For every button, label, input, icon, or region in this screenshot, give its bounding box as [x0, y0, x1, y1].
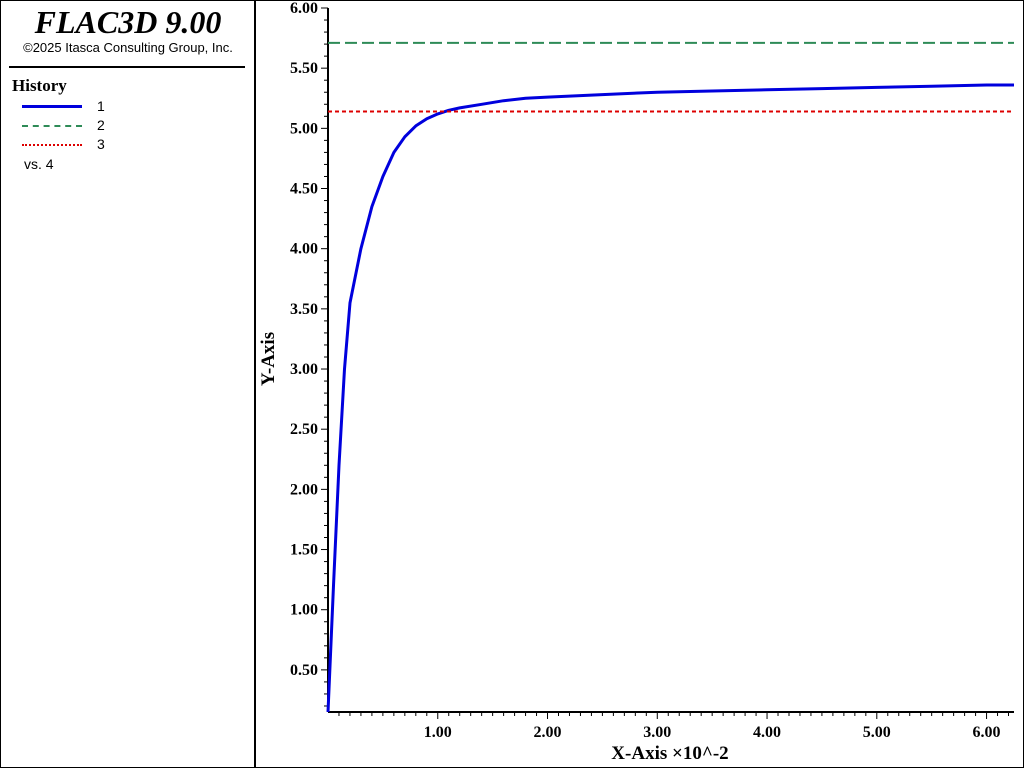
y-tick-label: 3.00 — [290, 361, 318, 378]
x-tick-label: 6.00 — [973, 724, 1001, 741]
series-group — [326, 41, 1014, 713]
legend-label-1: 1 — [97, 98, 105, 114]
y-tick-label: 4.00 — [290, 241, 318, 258]
y-tick-label: 1.50 — [290, 542, 318, 559]
y-tick-label: 5.50 — [290, 60, 318, 77]
x-tick-label: 1.00 — [424, 724, 452, 741]
y-axis-title: Y-Axis — [258, 332, 279, 386]
y-tick-label: 3.50 — [290, 301, 318, 318]
x-tick-label: 3.00 — [643, 724, 671, 741]
y-tick-label: 1.00 — [290, 602, 318, 619]
legend-swatch-3 — [22, 144, 82, 146]
x-tick-label: 5.00 — [863, 724, 891, 741]
y-tick-label: 5.00 — [290, 120, 318, 137]
y-tick-label: 2.00 — [290, 481, 318, 498]
x-tick-label: 4.00 — [753, 724, 781, 741]
header-divider — [9, 66, 245, 68]
app-title: FLAC3D 9.00 — [34, 4, 222, 40]
axes-group: 0.50 1.00 1.50 2.00 2.50 3.00 3.50 4.00 4.50 5.00… — [290, 0, 1014, 741]
legend-label-2: 2 — [97, 117, 105, 133]
series-line-1 — [326, 83, 1014, 713]
y-tick-label: 6.00 — [290, 0, 318, 17]
y-tick-label: 4.50 — [290, 181, 318, 198]
y-tick-label: 2.50 — [290, 421, 318, 438]
legend-title: History — [12, 76, 67, 95]
legend-panel: FLAC3D 9.00 ©2025 Itasca Consulting Grou… — [0, 0, 256, 768]
y-tick-label: 0.50 — [290, 662, 318, 679]
legend-swatch-2 — [22, 125, 82, 127]
x-tick-label: 2.00 — [534, 724, 562, 741]
legend-label-3: 3 — [97, 136, 105, 152]
x-axis-title: X-Axis ×10^-2 — [611, 743, 728, 764]
legend-swatch-1 — [22, 105, 82, 108]
legend-vs-label: vs. 4 — [24, 156, 54, 172]
copyright-text: ©2025 Itasca Consulting Group, Inc. — [23, 40, 233, 55]
